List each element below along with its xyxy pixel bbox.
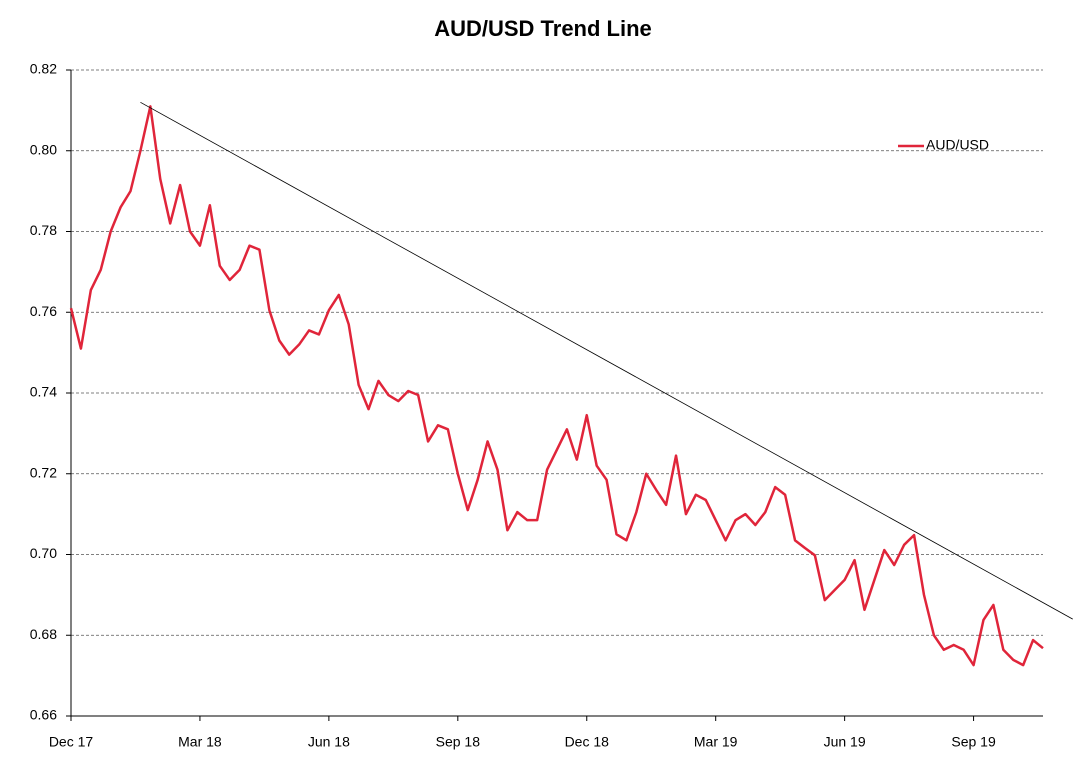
y-tick-label: 0.82 [30, 61, 57, 77]
y-tick-label: 0.80 [30, 141, 57, 157]
x-tick-label: Dec 18 [565, 734, 610, 750]
chart-title: AUD/USD Trend Line [434, 16, 652, 41]
y-tick-label: 0.70 [30, 545, 57, 561]
y-tick-label: 0.68 [30, 626, 57, 642]
data-line [69, 105, 1044, 667]
y-tick-label: 0.72 [30, 464, 57, 480]
x-tick-label: Jun 19 [824, 734, 866, 750]
x-tick-label: Mar 18 [178, 734, 222, 750]
x-tick-label: Mar 19 [694, 734, 738, 750]
x-tick-label: Jun 18 [308, 734, 350, 750]
y-tick-label: 0.66 [30, 707, 57, 723]
trend-line [140, 101, 1073, 620]
y-tick-label: 0.76 [30, 303, 57, 319]
x-tick-label: Sep 18 [436, 734, 481, 750]
x-tick-label: Sep 19 [951, 734, 996, 750]
y-tick-label: 0.78 [30, 222, 57, 238]
y-tick-label: 0.74 [30, 384, 57, 400]
legend-label: AUD/USD [926, 137, 989, 153]
x-tick-label: Dec 17 [49, 734, 94, 750]
